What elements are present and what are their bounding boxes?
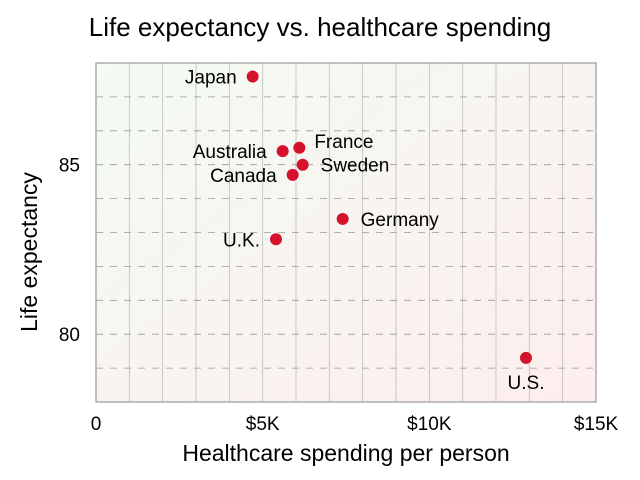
x-tick-label: $15K bbox=[574, 414, 619, 435]
y-tick-label: 85 bbox=[59, 156, 80, 177]
x-tick-label: $10K bbox=[407, 414, 452, 435]
point-label-japan: Japan bbox=[185, 68, 237, 89]
point-label-u-s: U.S. bbox=[508, 373, 545, 394]
x-axis-title: Healthcare spending per person bbox=[182, 440, 509, 466]
data-point-u-s bbox=[520, 351, 532, 364]
point-label-sweden: Sweden bbox=[321, 156, 390, 177]
chart-title: Life expectancy vs. healthcare spending bbox=[89, 12, 552, 42]
point-label-germany: Germany bbox=[361, 210, 440, 231]
point-label-australia: Australia bbox=[193, 142, 267, 163]
plot-frame bbox=[95, 62, 597, 403]
data-point-japan bbox=[246, 70, 259, 83]
point-label-canada: Canada bbox=[210, 166, 277, 187]
data-point-u-k bbox=[270, 233, 282, 246]
y-axis-title: Life expectancy bbox=[16, 172, 42, 332]
data-point-canada bbox=[286, 168, 299, 181]
data-points: Japan France Australia Sweden Canada Germany U… bbox=[185, 68, 545, 394]
data-point-australia bbox=[276, 145, 289, 158]
x-tick-label: $5K bbox=[246, 414, 280, 435]
data-point-sweden bbox=[296, 158, 309, 171]
x-tick-label: 0 bbox=[91, 414, 102, 435]
data-point-germany bbox=[336, 212, 349, 225]
grid bbox=[96, 63, 596, 402]
point-label-u-k: U.K. bbox=[223, 230, 260, 251]
y-tick-label: 80 bbox=[59, 325, 80, 346]
point-label-france: France bbox=[314, 132, 373, 153]
tick-labels: 0 $5K $10K $15K 80 85 bbox=[59, 156, 619, 435]
data-point-france bbox=[293, 141, 306, 154]
plot-area bbox=[96, 63, 596, 402]
